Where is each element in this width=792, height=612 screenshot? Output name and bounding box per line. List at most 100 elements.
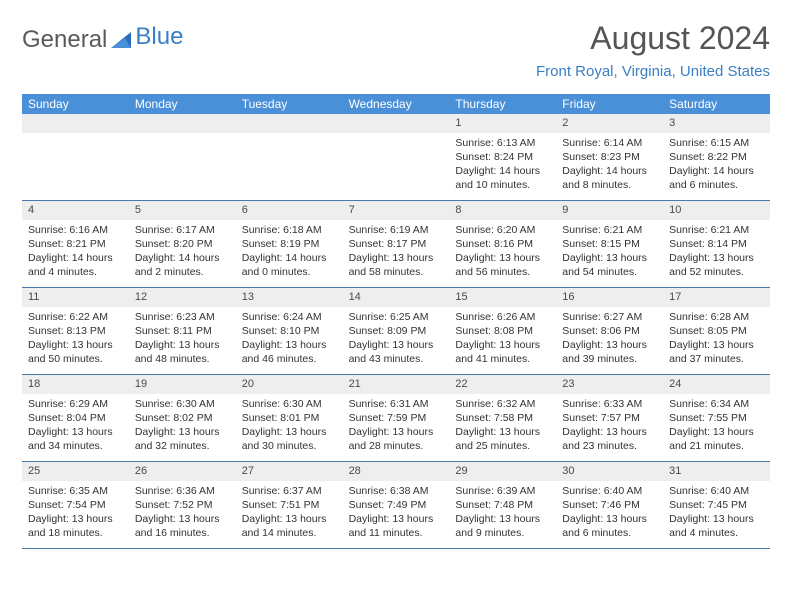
daylight-text: Daylight: 14 hours and 2 minutes. — [135, 251, 230, 279]
daylight-text: Daylight: 13 hours and 11 minutes. — [349, 512, 444, 540]
daylight-text: Daylight: 14 hours and 4 minutes. — [28, 251, 123, 279]
day-number: 20 — [236, 375, 343, 394]
sunset-text: Sunset: 8:24 PM — [455, 150, 550, 164]
sunset-text: Sunset: 8:17 PM — [349, 237, 444, 251]
sunset-text: Sunset: 7:52 PM — [135, 498, 230, 512]
day-cell: 4Sunrise: 6:16 AMSunset: 8:21 PMDaylight… — [22, 201, 129, 287]
daylight-text: Daylight: 13 hours and 58 minutes. — [349, 251, 444, 279]
sunrise-text: Sunrise: 6:37 AM — [242, 484, 337, 498]
day-body: Sunrise: 6:13 AMSunset: 8:24 PMDaylight:… — [449, 133, 556, 197]
sunrise-text: Sunrise: 6:19 AM — [349, 223, 444, 237]
daylight-text: Daylight: 13 hours and 46 minutes. — [242, 338, 337, 366]
day-body: Sunrise: 6:28 AMSunset: 8:05 PMDaylight:… — [663, 307, 770, 371]
day-cell: 20Sunrise: 6:30 AMSunset: 8:01 PMDayligh… — [236, 375, 343, 461]
sunset-text: Sunset: 8:21 PM — [28, 237, 123, 251]
daylight-text: Daylight: 13 hours and 21 minutes. — [669, 425, 764, 453]
sunrise-text: Sunrise: 6:31 AM — [349, 397, 444, 411]
day-body: Sunrise: 6:36 AMSunset: 7:52 PMDaylight:… — [129, 481, 236, 545]
day-number: 3 — [663, 114, 770, 133]
day-number: 28 — [343, 462, 450, 481]
sunrise-text: Sunrise: 6:24 AM — [242, 310, 337, 324]
daylight-text: Daylight: 13 hours and 30 minutes. — [242, 425, 337, 453]
day-number: 5 — [129, 201, 236, 220]
day-body: Sunrise: 6:27 AMSunset: 8:06 PMDaylight:… — [556, 307, 663, 371]
day-body: Sunrise: 6:21 AMSunset: 8:15 PMDaylight:… — [556, 220, 663, 284]
week-row: 4Sunrise: 6:16 AMSunset: 8:21 PMDaylight… — [22, 201, 770, 288]
day-cell: 10Sunrise: 6:21 AMSunset: 8:14 PMDayligh… — [663, 201, 770, 287]
daylight-text: Daylight: 13 hours and 9 minutes. — [455, 512, 550, 540]
daylight-text: Daylight: 13 hours and 37 minutes. — [669, 338, 764, 366]
sunrise-text: Sunrise: 6:30 AM — [135, 397, 230, 411]
sunset-text: Sunset: 8:04 PM — [28, 411, 123, 425]
day-number: 15 — [449, 288, 556, 307]
week-row: 25Sunrise: 6:35 AMSunset: 7:54 PMDayligh… — [22, 462, 770, 549]
day-number-empty — [129, 114, 236, 133]
daylight-text: Daylight: 14 hours and 10 minutes. — [455, 164, 550, 192]
daylight-text: Daylight: 13 hours and 16 minutes. — [135, 512, 230, 540]
week-row: 11Sunrise: 6:22 AMSunset: 8:13 PMDayligh… — [22, 288, 770, 375]
sunrise-text: Sunrise: 6:21 AM — [562, 223, 657, 237]
calendar: SundayMondayTuesdayWednesdayThursdayFrid… — [22, 94, 770, 549]
day-number: 31 — [663, 462, 770, 481]
dow-wednesday: Wednesday — [343, 94, 450, 114]
logo-text-2: Blue — [135, 23, 183, 51]
title-block: August 2024 Front Royal, Virginia, Unite… — [536, 20, 770, 80]
day-body: Sunrise: 6:40 AMSunset: 7:45 PMDaylight:… — [663, 481, 770, 545]
daylight-text: Daylight: 13 hours and 43 minutes. — [349, 338, 444, 366]
day-body: Sunrise: 6:37 AMSunset: 7:51 PMDaylight:… — [236, 481, 343, 545]
day-number: 8 — [449, 201, 556, 220]
day-body: Sunrise: 6:30 AMSunset: 8:01 PMDaylight:… — [236, 394, 343, 458]
day-number: 13 — [236, 288, 343, 307]
sunrise-text: Sunrise: 6:20 AM — [455, 223, 550, 237]
day-number: 7 — [343, 201, 450, 220]
sunrise-text: Sunrise: 6:26 AM — [455, 310, 550, 324]
sunset-text: Sunset: 7:54 PM — [28, 498, 123, 512]
sunset-text: Sunset: 8:01 PM — [242, 411, 337, 425]
day-cell: 2Sunrise: 6:14 AMSunset: 8:23 PMDaylight… — [556, 114, 663, 200]
sunset-text: Sunset: 8:20 PM — [135, 237, 230, 251]
day-body: Sunrise: 6:22 AMSunset: 8:13 PMDaylight:… — [22, 307, 129, 371]
sunset-text: Sunset: 7:49 PM — [349, 498, 444, 512]
dow-sunday: Sunday — [22, 94, 129, 114]
day-cell: 23Sunrise: 6:33 AMSunset: 7:57 PMDayligh… — [556, 375, 663, 461]
sunrise-text: Sunrise: 6:35 AM — [28, 484, 123, 498]
daylight-text: Daylight: 14 hours and 8 minutes. — [562, 164, 657, 192]
day-cell-empty — [236, 114, 343, 200]
day-cell: 8Sunrise: 6:20 AMSunset: 8:16 PMDaylight… — [449, 201, 556, 287]
day-cell: 19Sunrise: 6:30 AMSunset: 8:02 PMDayligh… — [129, 375, 236, 461]
day-cell: 26Sunrise: 6:36 AMSunset: 7:52 PMDayligh… — [129, 462, 236, 548]
logo: General Blue — [22, 26, 183, 54]
daylight-text: Daylight: 13 hours and 28 minutes. — [349, 425, 444, 453]
day-cell: 7 Sunrise: 6:19 AMSunset: 8:17 PMDaylight… — [343, 201, 450, 287]
day-number: 9 — [556, 201, 663, 220]
day-number: 24 — [663, 375, 770, 394]
month-title: August 2024 — [536, 20, 770, 57]
daylight-text: Daylight: 14 hours and 6 minutes. — [669, 164, 764, 192]
dow-thursday: Thursday — [449, 94, 556, 114]
sunrise-text: Sunrise: 6:25 AM — [349, 310, 444, 324]
day-body: Sunrise: 6:40 AMSunset: 7:46 PMDaylight:… — [556, 481, 663, 545]
location: Front Royal, Virginia, United States — [536, 63, 770, 80]
sunset-text: Sunset: 8:15 PM — [562, 237, 657, 251]
day-body: Sunrise: 6:17 AMSunset: 8:20 PMDaylight:… — [129, 220, 236, 284]
day-cell: 14Sunrise: 6:25 AMSunset: 8:09 PMDayligh… — [343, 288, 450, 374]
daylight-text: Daylight: 13 hours and 14 minutes. — [242, 512, 337, 540]
day-cell: 21Sunrise: 6:31 AMSunset: 7:59 PMDayligh… — [343, 375, 450, 461]
sunset-text: Sunset: 8:22 PM — [669, 150, 764, 164]
daylight-text: Daylight: 13 hours and 39 minutes. — [562, 338, 657, 366]
daylight-text: Daylight: 13 hours and 56 minutes. — [455, 251, 550, 279]
week-row: 1Sunrise: 6:13 AMSunset: 8:24 PMDaylight… — [22, 114, 770, 201]
day-cell: 27Sunrise: 6:37 AMSunset: 7:51 PMDayligh… — [236, 462, 343, 548]
sunset-text: Sunset: 7:48 PM — [455, 498, 550, 512]
day-number: 11 — [22, 288, 129, 307]
sunset-text: Sunset: 8:02 PM — [135, 411, 230, 425]
day-number: 26 — [129, 462, 236, 481]
day-body: Sunrise: 6:26 AMSunset: 8:08 PMDaylight:… — [449, 307, 556, 371]
day-number: 19 — [129, 375, 236, 394]
day-body: Sunrise: 6:20 AMSunset: 8:16 PMDaylight:… — [449, 220, 556, 284]
day-number: 29 — [449, 462, 556, 481]
day-number: 23 — [556, 375, 663, 394]
day-cell: 31Sunrise: 6:40 AMSunset: 7:45 PMDayligh… — [663, 462, 770, 548]
daylight-text: Daylight: 13 hours and 6 minutes. — [562, 512, 657, 540]
dow-monday: Monday — [129, 94, 236, 114]
